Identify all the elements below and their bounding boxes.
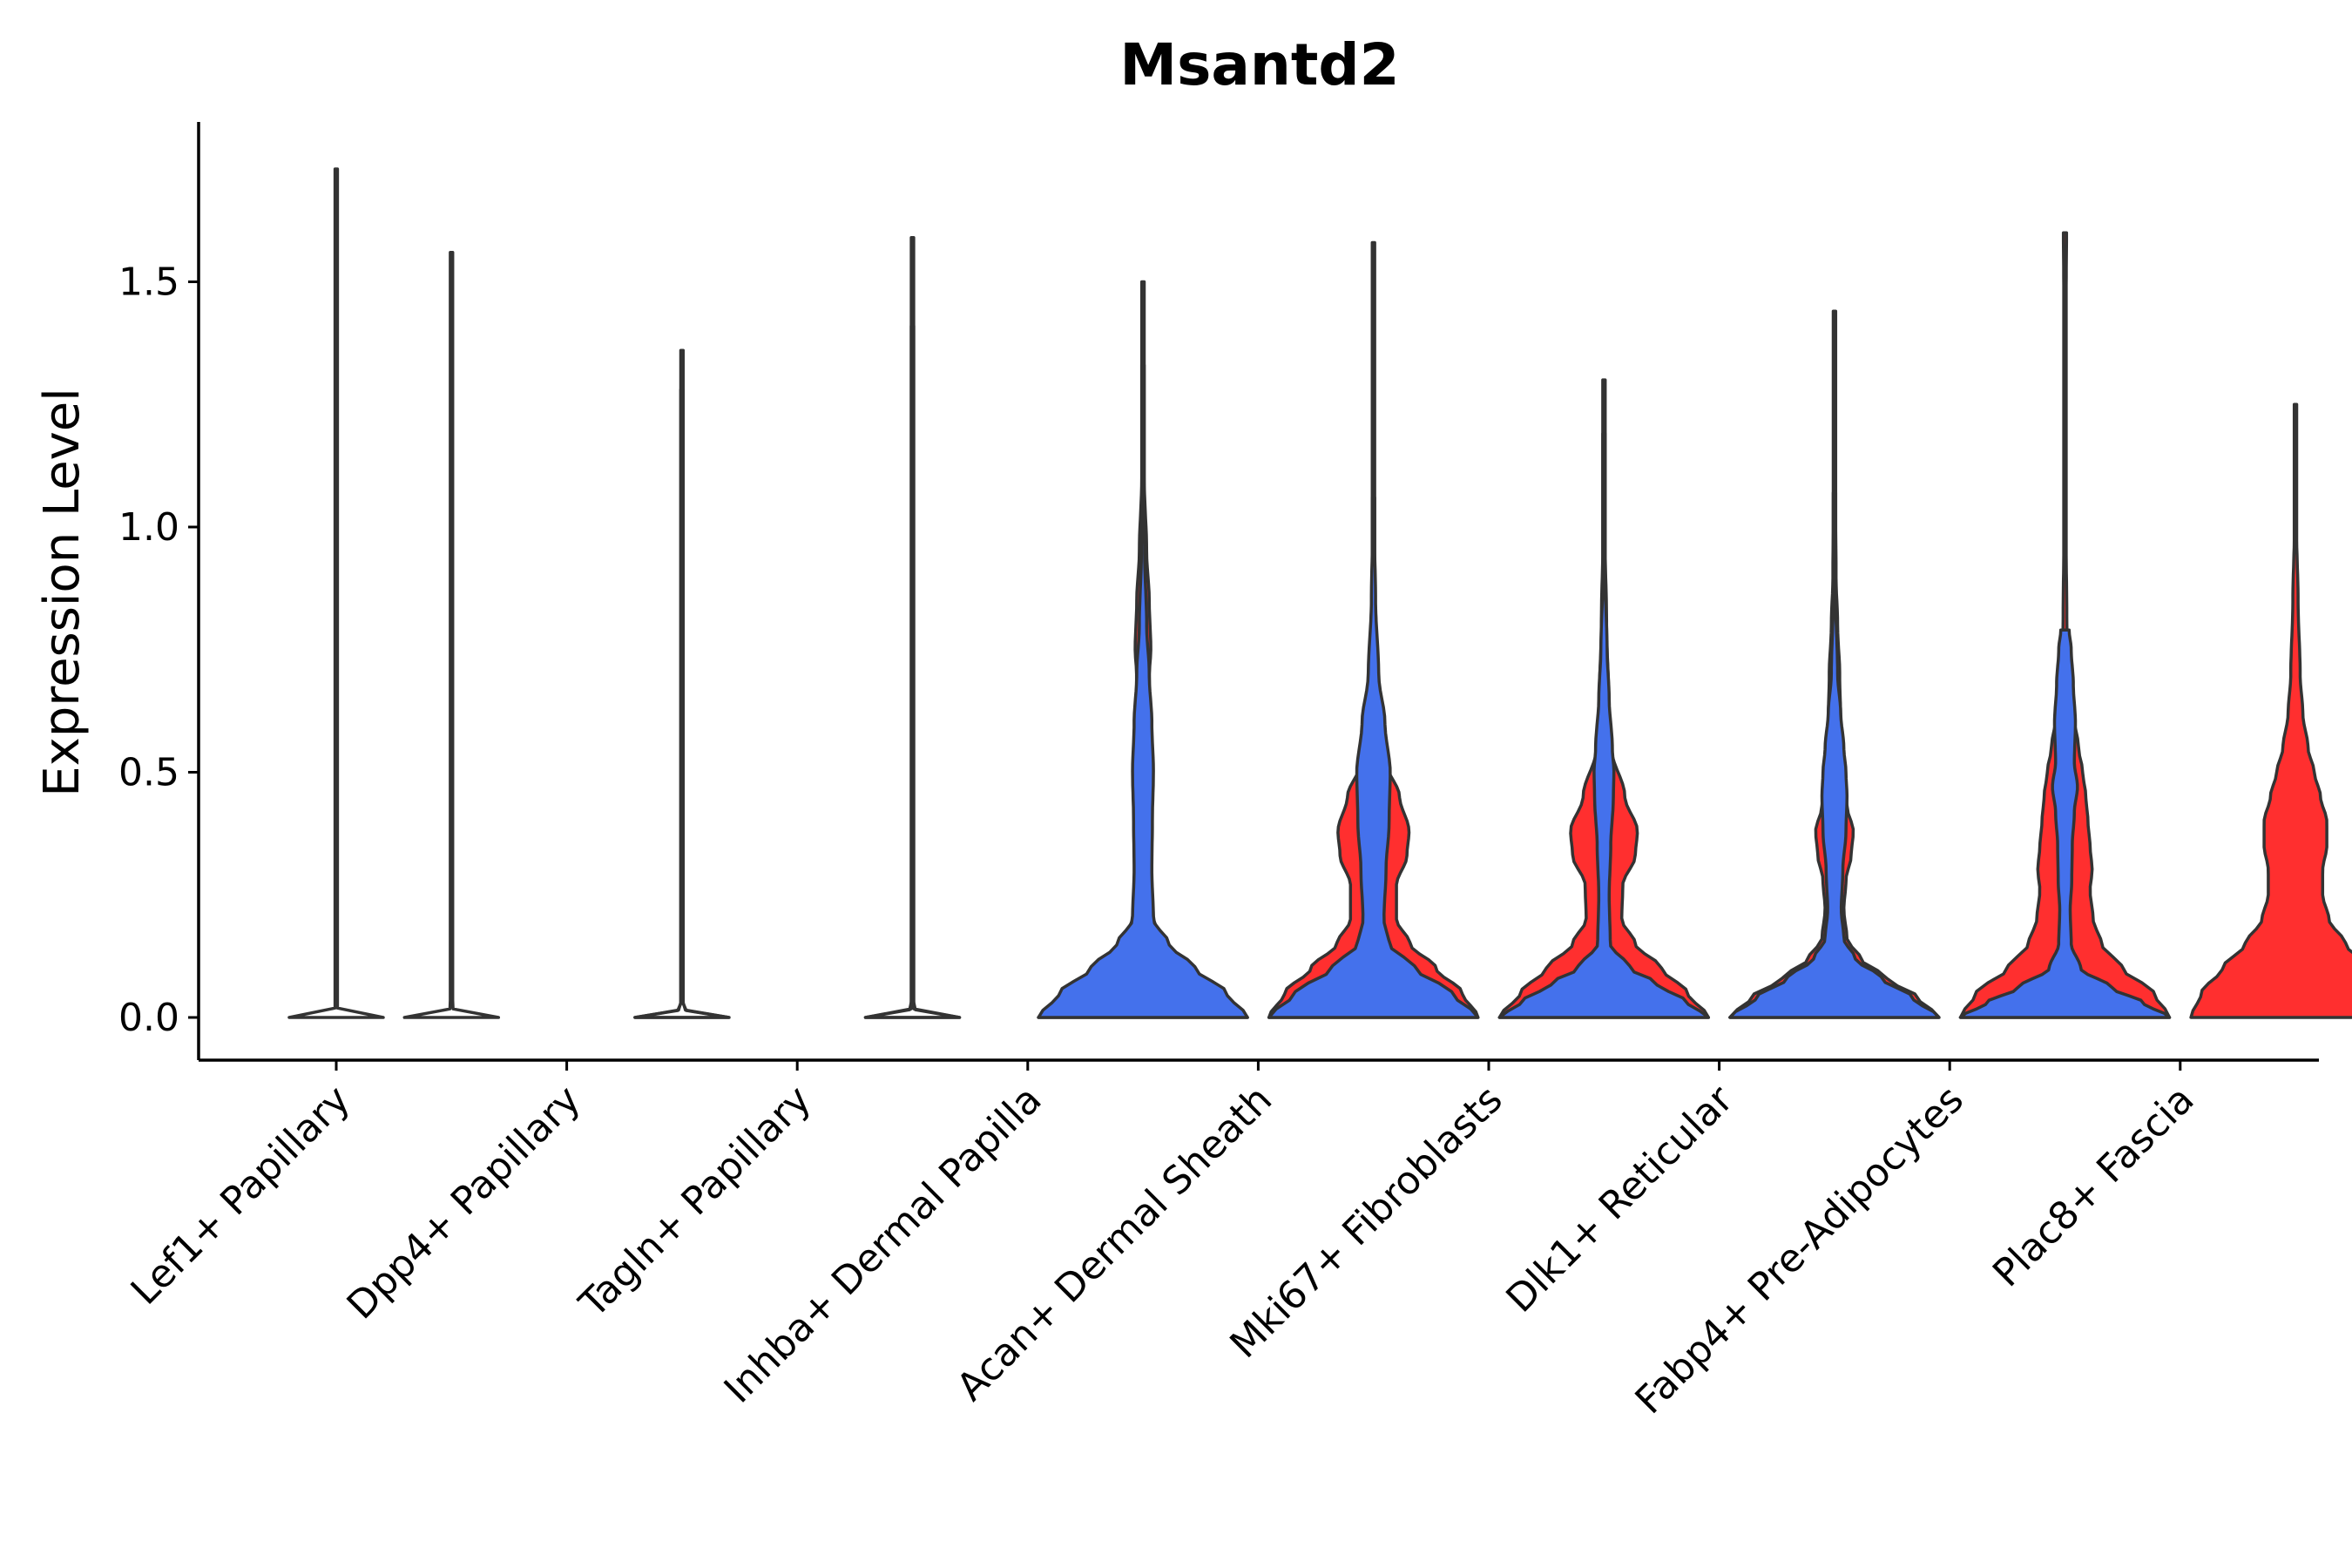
x-tick-label: Tagln+ Papillary — [571, 1078, 820, 1327]
x-tick-label: Dpp4+ Papillary — [339, 1078, 590, 1328]
violin-inhba-dermal-papilla-left — [863, 236, 962, 1019]
violin-plac8-fascia-right — [2189, 402, 2352, 1019]
x-tick-label: Dlk1+ Reticular — [1497, 1077, 1742, 1321]
violin-plac8-fascia-left — [1958, 628, 2172, 1019]
y-tick-label: 0.0 — [118, 996, 179, 1040]
y-tick-label: 0.5 — [118, 751, 179, 795]
violin-fabp4-pre-adipocytes-left — [1728, 490, 1941, 1019]
chart-title: Msantd2 — [1119, 31, 1399, 98]
violin-fabp4-pre-adipocytes-right — [1958, 231, 2172, 1019]
y-tick-label: 1.0 — [118, 505, 179, 550]
violins-layer — [287, 167, 2352, 1019]
violin-dlk1-reticular-left — [1497, 432, 1711, 1019]
violin-dpp4-papillary-left — [402, 250, 501, 1019]
y-tick-label: 1.5 — [118, 260, 179, 305]
x-tick-label: Lef1+ Papillary — [123, 1078, 359, 1314]
y-axis: 0.0 0.5 1.0 1.5 — [118, 122, 200, 1060]
violin-tagln-papillary-left — [633, 348, 731, 1019]
y-axis-title: Expression Level — [34, 388, 91, 797]
violin-lef1-papillary-right — [287, 167, 385, 1019]
x-tick-label: Plac8+ Fascia — [1984, 1078, 2203, 1296]
violin-acan-dermal-sheath-left — [1037, 363, 1249, 1019]
violin-mki67-fibroblasts-left — [1267, 240, 1480, 1019]
